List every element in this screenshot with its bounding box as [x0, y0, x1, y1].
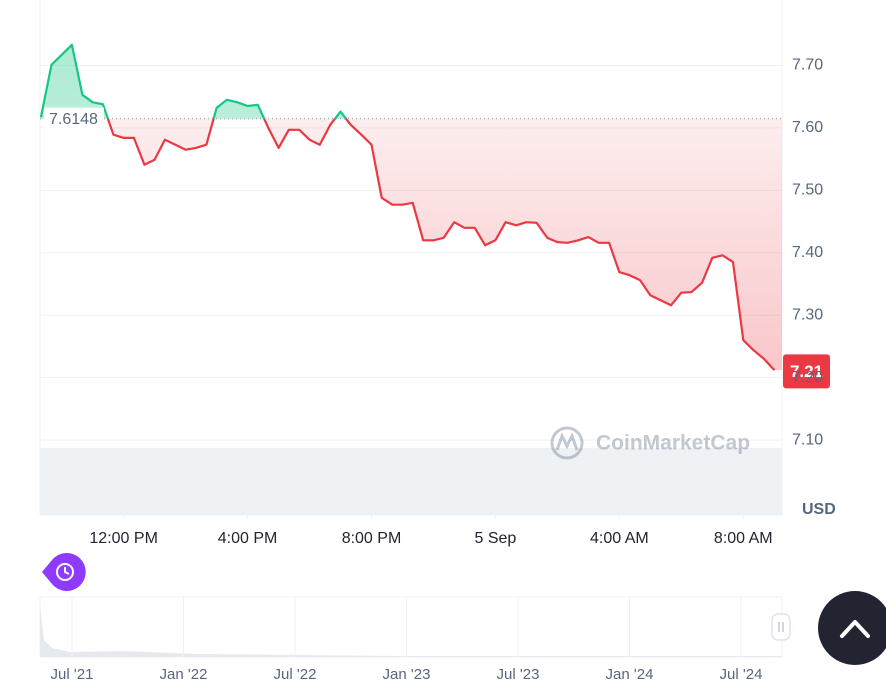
navigator-area [40, 605, 782, 657]
price-line-below [106, 118, 776, 371]
y-tick-label: 7.70 [792, 57, 823, 74]
navigator-label: Jan '22 [160, 666, 208, 683]
y-tick-label: 7.40 [792, 244, 823, 261]
watermark-text: CoinMarketCap [596, 432, 750, 455]
navigator-label: Jul '24 [720, 666, 763, 683]
navigator-label: Jul '22 [274, 666, 317, 683]
baseline-label-bg [44, 107, 104, 130]
y-tick-label: 7.30 [792, 306, 823, 323]
baseline-label: 7.6148 [49, 111, 98, 128]
scroll-top-button[interactable] [818, 591, 886, 665]
navigator-label: Jul '21 [51, 666, 94, 683]
navigator-label: Jan '23 [383, 666, 431, 683]
x-tick-label: 8:00 AM [714, 530, 773, 547]
x-tick-label: 8:00 PM [342, 530, 402, 547]
navigator-handle[interactable] [771, 613, 791, 641]
x-tick-label: 4:00 PM [218, 530, 278, 547]
navigator-label: Jul '23 [497, 666, 540, 683]
y-tick-label: 7.50 [792, 182, 823, 199]
x-tick-label: 4:00 AM [590, 530, 649, 547]
navigator[interactable] [39, 596, 783, 658]
last-price-tag [783, 354, 830, 389]
watermark: CoinMarketCap [550, 426, 750, 460]
y-tick-label: 7.20 [792, 369, 823, 386]
y-tick-label: 7.60 [792, 119, 823, 136]
last-price-label: 7.21 [790, 362, 823, 381]
unit-label: USD [802, 501, 836, 518]
area-below [107, 118, 782, 371]
x-tick-label: 12:00 PM [89, 530, 157, 547]
volume-area [40, 448, 782, 515]
y-tick-label: 7.10 [792, 431, 823, 448]
navigator-label: Jan '24 [606, 666, 654, 683]
history-button[interactable] [42, 553, 86, 591]
x-tick-label: 5 Sep [475, 530, 517, 547]
